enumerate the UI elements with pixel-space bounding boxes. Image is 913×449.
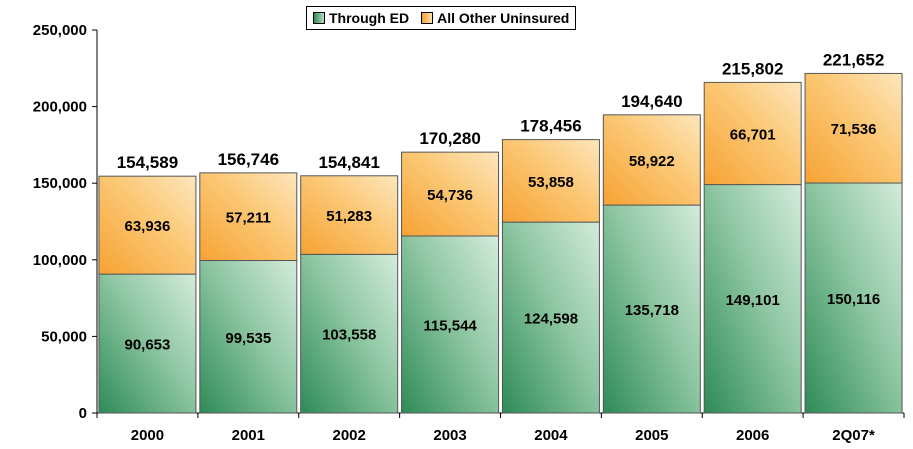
data-label-all-other-uninsured: 66,701 (730, 126, 776, 143)
bar-all-other-uninsured (804, 72, 903, 184)
data-label-all-other-uninsured: 54,736 (427, 187, 473, 204)
bar-all-other-uninsured (401, 151, 500, 237)
x-tick-label: 2000 (131, 427, 164, 444)
data-label-all-other-uninsured: 58,922 (629, 153, 675, 170)
data-label-total: 178,456 (520, 117, 581, 136)
x-tick-label: 2006 (736, 427, 769, 444)
legend: Through ED All Other Uninsured (306, 6, 577, 30)
data-label-all-other-uninsured: 63,936 (124, 218, 170, 235)
data-label-total: 154,841 (318, 153, 379, 172)
data-label-total: 156,746 (218, 150, 279, 169)
x-tick-label: 2003 (433, 427, 466, 444)
bar-through-ed (602, 204, 701, 414)
x-tick-label: 2001 (232, 427, 265, 444)
data-label-total: 170,280 (419, 129, 480, 148)
bar-all-other-uninsured (199, 172, 298, 262)
legend-label-through-ed: Through ED (329, 10, 410, 26)
data-label-total: 194,640 (621, 92, 682, 111)
y-tick-label: 150,000 (33, 175, 87, 192)
data-label-through-ed: 124,598 (524, 311, 578, 328)
legend-item-all-other-uninsured: All Other Uninsured (421, 10, 569, 26)
bar-all-other-uninsured (501, 139, 600, 223)
data-label-through-ed: 90,653 (124, 337, 170, 354)
legend-label-all-other-uninsured: All Other Uninsured (437, 10, 570, 26)
data-label-through-ed: 103,558 (322, 327, 376, 344)
y-tick-label: 50,000 (41, 328, 87, 345)
data-label-through-ed: 149,101 (726, 292, 780, 309)
data-label-all-other-uninsured: 57,211 (226, 210, 271, 227)
y-tick-label: 100,000 (33, 252, 87, 269)
bar-through-ed (501, 221, 600, 414)
data-label-through-ed: 135,718 (625, 302, 679, 319)
bar-through-ed (98, 273, 197, 414)
y-tick-label: 0 (79, 405, 87, 422)
bar-all-other-uninsured (300, 175, 399, 255)
y-tick-label: 200,000 (33, 99, 87, 116)
bar-all-other-uninsured (703, 81, 802, 186)
x-tick-label: 2002 (333, 427, 366, 444)
data-label-through-ed: 115,544 (423, 317, 477, 334)
data-label-all-other-uninsured: 71,536 (831, 121, 877, 138)
legend-swatch-all-other-uninsured (421, 12, 434, 24)
bar-through-ed (401, 235, 500, 414)
bar-all-other-uninsured (602, 114, 701, 206)
x-tick-label: 2004 (534, 427, 568, 444)
bar-all-other-uninsured (98, 175, 197, 275)
y-tick-label: 250,000 (33, 22, 87, 39)
bar-through-ed (703, 184, 802, 414)
data-label-through-ed: 150,116 (827, 291, 880, 308)
data-label-all-other-uninsured: 51,283 (326, 208, 372, 225)
x-tick-label: 2005 (635, 427, 668, 444)
data-label-total: 154,589 (117, 153, 178, 172)
data-label-total: 221,652 (823, 50, 884, 69)
legend-swatch-through-ed (313, 12, 325, 24)
data-label-through-ed: 99,535 (225, 330, 271, 347)
bar-through-ed (300, 253, 399, 414)
bar-through-ed (804, 182, 903, 414)
x-tick-label: 2Q07* (832, 427, 875, 444)
legend-item-through-ed: Through ED (313, 10, 409, 26)
data-label-all-other-uninsured: 53,858 (528, 174, 574, 191)
data-label-total: 215,802 (722, 59, 783, 78)
bar-through-ed (199, 260, 298, 414)
